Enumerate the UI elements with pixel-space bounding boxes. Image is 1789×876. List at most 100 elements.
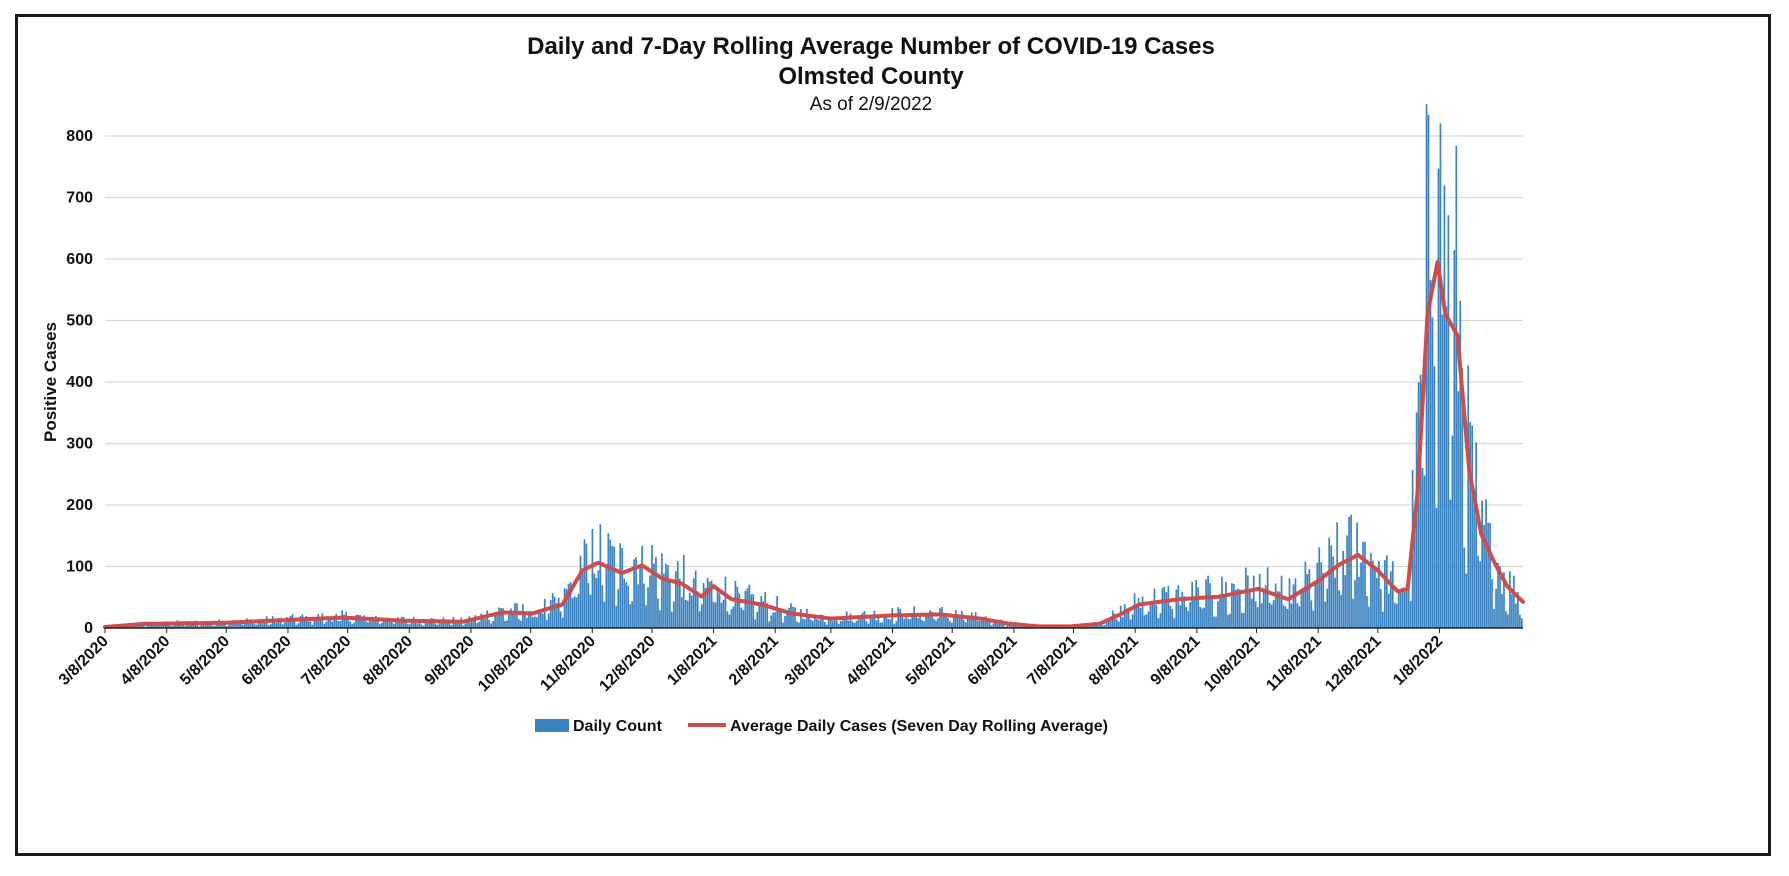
daily-count-bar — [881, 622, 884, 628]
daily-count-bar — [740, 607, 743, 628]
daily-count-bar — [1088, 625, 1090, 628]
daily-count-bar — [1399, 589, 1402, 628]
daily-count-bar — [446, 623, 449, 628]
daily-count-bar — [837, 623, 840, 628]
daily-count-bar — [593, 573, 596, 628]
daily-count-bar — [486, 610, 488, 628]
x-tick-label: 5/8/2021 — [903, 633, 959, 689]
daily-count-bar — [1413, 523, 1416, 628]
daily-count-bar — [488, 619, 490, 628]
daily-count-bar — [482, 617, 485, 628]
daily-count-bar — [1187, 610, 1190, 628]
daily-count-bar — [394, 622, 397, 628]
daily-count-bar — [710, 580, 713, 628]
daily-count-bar — [1451, 435, 1454, 628]
daily-count-bar — [869, 614, 872, 628]
daily-count-bar — [637, 584, 639, 628]
daily-count-bar — [224, 623, 226, 628]
daily-count-bar — [885, 614, 888, 628]
daily-count-bar — [692, 578, 695, 628]
daily-count-bar — [1203, 607, 1205, 628]
daily-count-bar — [1163, 586, 1166, 628]
daily-count-bar — [1350, 514, 1352, 628]
daily-count-bar — [522, 604, 524, 628]
daily-count-bar — [1092, 625, 1094, 628]
daily-count-bar — [601, 585, 604, 628]
daily-count-bar — [573, 596, 576, 628]
daily-count-bar — [1509, 571, 1511, 628]
chart-note: As of 2/9/2022 — [810, 94, 933, 115]
daily-count-bar — [814, 617, 816, 628]
daily-count-bar — [377, 618, 379, 628]
y-tick-label: 800 — [66, 128, 93, 145]
daily-count-bar — [1227, 614, 1229, 628]
daily-count-bar — [758, 603, 761, 628]
y-axis-label: Positive Cases — [41, 322, 60, 442]
daily-count-bar — [466, 621, 469, 628]
daily-count-bar — [992, 623, 995, 628]
daily-count-bar — [1177, 585, 1180, 628]
daily-count-bar — [1463, 547, 1466, 628]
daily-count-bar — [1258, 573, 1261, 628]
daily-count-bar — [210, 623, 212, 628]
daily-count-bar — [1115, 619, 1118, 628]
daily-count-bar — [480, 613, 483, 628]
daily-count-bar — [1310, 600, 1313, 628]
legend-rolling-average-label: Average Daily Cases (Seven Day Rolling A… — [730, 718, 1108, 735]
daily-count-bar — [867, 623, 870, 628]
daily-count-bar — [1389, 571, 1392, 628]
daily-count-bar — [1290, 603, 1293, 628]
daily-count-bar — [1173, 618, 1176, 628]
daily-count-bar — [1376, 578, 1378, 628]
daily-count-bar — [222, 624, 224, 628]
daily-count-bar — [579, 555, 582, 628]
daily-count-bar — [760, 596, 763, 628]
y-tick-label: 300 — [66, 436, 93, 453]
chart-frame: Daily and 7-Day Rolling Average Number o… — [15, 14, 1771, 856]
daily-count-bar — [1213, 616, 1215, 628]
daily-count-bar — [1181, 591, 1184, 628]
x-tick-label: 5/8/2020 — [177, 633, 233, 689]
daily-count-bar — [613, 546, 616, 628]
daily-count-bar — [891, 607, 894, 628]
daily-count-bar — [387, 620, 389, 628]
daily-count-bar — [659, 610, 661, 628]
daily-count-bar — [528, 612, 530, 628]
daily-count-bar — [694, 570, 697, 628]
daily-count-bar — [1002, 623, 1005, 628]
daily-count-bar — [998, 623, 1001, 628]
daily-count-bar — [1193, 599, 1196, 628]
daily-count-bar — [1517, 591, 1519, 628]
daily-count-bar — [492, 620, 494, 628]
daily-count-bar — [599, 524, 602, 628]
daily-count-bar — [958, 615, 961, 628]
daily-count-bar — [1240, 612, 1243, 628]
daily-count-bar — [1419, 374, 1422, 628]
x-tick-label: 6/8/2021 — [965, 633, 1021, 689]
daily-count-bar — [978, 620, 981, 628]
daily-count-bar — [768, 621, 771, 628]
daily-count-bar — [661, 553, 663, 628]
daily-count-bar — [1135, 606, 1138, 628]
daily-count-bar — [784, 615, 786, 628]
daily-count-bar — [524, 614, 526, 628]
daily-count-bar — [172, 625, 175, 628]
daily-count-bar — [1020, 626, 1023, 628]
daily-count-bar — [1205, 579, 1207, 628]
daily-count-bar — [935, 620, 937, 628]
daily-count-bar — [557, 597, 560, 628]
daily-count-bar — [825, 624, 828, 628]
daily-count-bar — [313, 619, 316, 628]
daily-count-bar — [422, 625, 425, 628]
daily-count-bar — [865, 621, 868, 628]
daily-count-bar — [1435, 507, 1438, 628]
daily-count-bar — [531, 617, 534, 628]
daily-count-bar — [738, 593, 741, 628]
daily-count-bar — [1175, 589, 1178, 628]
daily-count-bar — [1421, 468, 1424, 628]
daily-count-bar — [1199, 606, 1201, 628]
daily-count-bar — [871, 617, 874, 628]
daily-count-bar — [700, 604, 703, 628]
daily-count-bar — [635, 557, 637, 628]
daily-count-bar — [238, 622, 240, 628]
